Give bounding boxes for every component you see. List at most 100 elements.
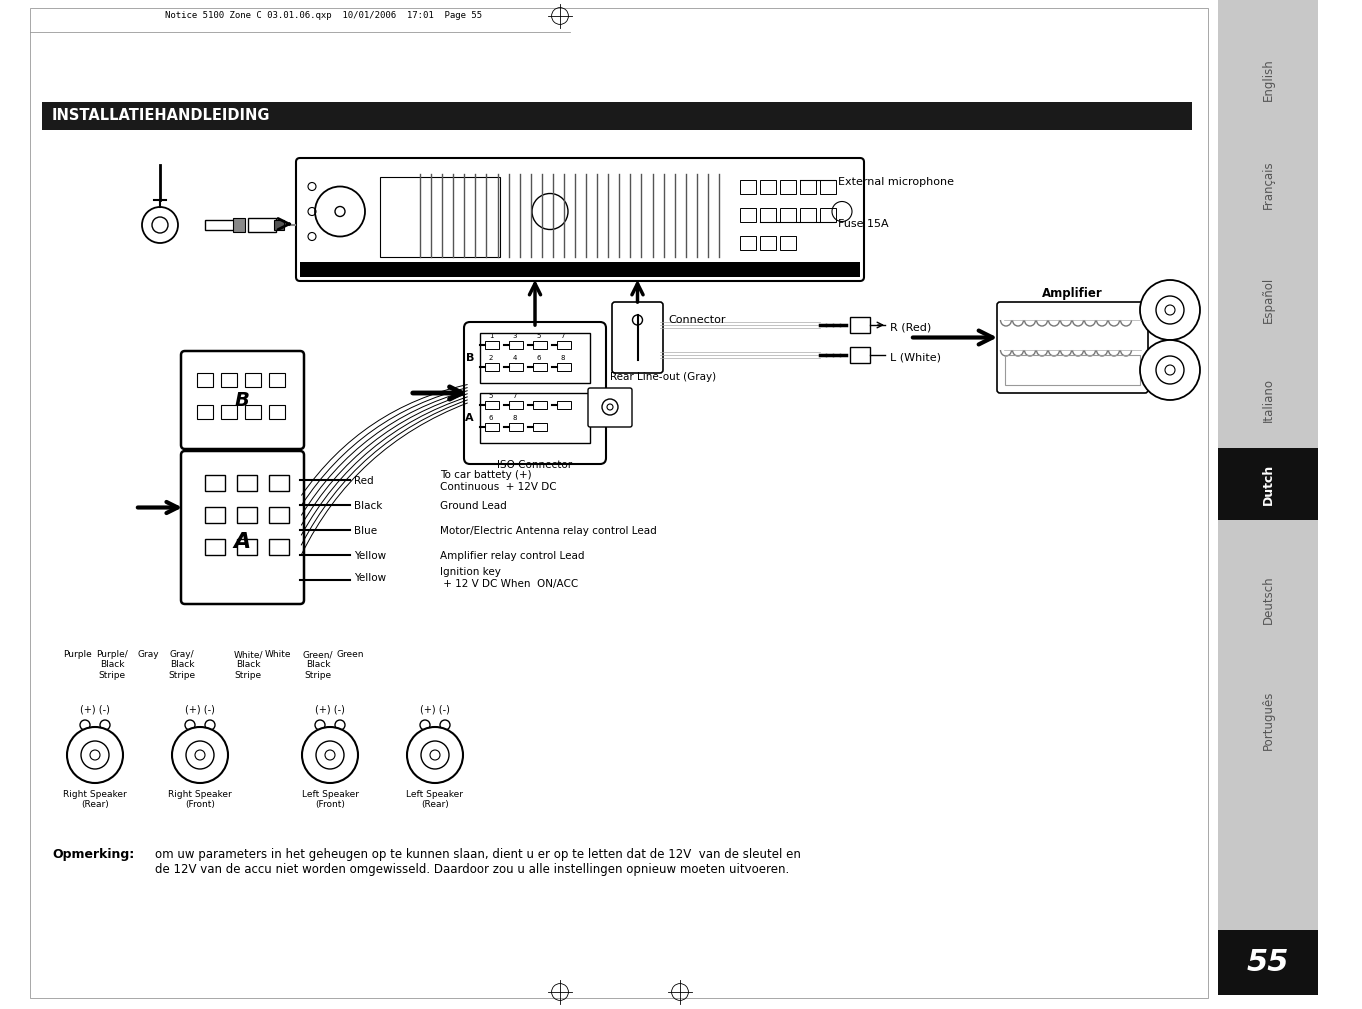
Bar: [533, 363, 548, 371]
Text: Fuse 15A: Fuse 15A: [838, 219, 888, 229]
Text: Purple: Purple: [64, 650, 93, 659]
FancyBboxPatch shape: [997, 302, 1148, 393]
Bar: [270, 373, 285, 387]
Bar: [237, 507, 257, 523]
Bar: [533, 401, 548, 409]
Text: 2: 2: [489, 355, 493, 361]
Bar: [760, 208, 776, 222]
Text: 5: 5: [537, 333, 541, 339]
FancyBboxPatch shape: [464, 322, 606, 464]
Bar: [780, 208, 795, 222]
Text: 4: 4: [513, 355, 518, 361]
Bar: [485, 341, 498, 349]
Bar: [533, 423, 548, 431]
Circle shape: [1140, 340, 1200, 400]
FancyBboxPatch shape: [588, 388, 632, 427]
Text: Right Speaker
(Front): Right Speaker (Front): [168, 790, 232, 809]
Circle shape: [67, 727, 123, 783]
Text: Yellow: Yellow: [354, 573, 385, 583]
Text: Ground Lead: Ground Lead: [440, 501, 507, 511]
Text: Green/
Black
Stripe: Green/ Black Stripe: [302, 650, 334, 680]
Text: Italiano: Italiano: [1261, 378, 1275, 422]
Text: (+) (-): (+) (-): [315, 705, 345, 715]
Text: Deutsch: Deutsch: [1261, 576, 1275, 625]
Text: Left Speaker
(Front): Left Speaker (Front): [301, 790, 358, 809]
Bar: [760, 180, 776, 194]
Circle shape: [1140, 281, 1200, 340]
Text: Português: Português: [1261, 690, 1275, 750]
Bar: [245, 373, 262, 387]
Text: Notice 5100 Zone C 03.01.06.qxp  10/01/2006  17:01  Page 55: Notice 5100 Zone C 03.01.06.qxp 10/01/20…: [165, 11, 482, 20]
Bar: [300, 262, 859, 277]
Text: Ignition key
 + 12 V DC When  ON/ACC: Ignition key + 12 V DC When ON/ACC: [440, 567, 579, 589]
Text: 8: 8: [512, 415, 518, 421]
Text: ISO Connector: ISO Connector: [497, 460, 572, 470]
Bar: [820, 180, 836, 194]
Text: English: English: [1261, 59, 1275, 101]
Bar: [799, 208, 816, 222]
Bar: [237, 539, 257, 555]
Text: External microphone: External microphone: [838, 177, 953, 187]
FancyBboxPatch shape: [612, 302, 663, 373]
Text: 55: 55: [1246, 948, 1290, 977]
Bar: [850, 317, 870, 333]
Text: Blue: Blue: [354, 526, 377, 536]
Text: 6: 6: [537, 355, 541, 361]
Bar: [740, 236, 756, 250]
Text: Black: Black: [354, 501, 383, 511]
Bar: [509, 363, 523, 371]
Bar: [1218, 520, 1318, 930]
Text: B: B: [236, 390, 251, 410]
Bar: [780, 180, 795, 194]
Circle shape: [302, 727, 358, 783]
Bar: [270, 539, 289, 555]
Text: (+) (-): (+) (-): [80, 705, 110, 715]
Text: Dutch: Dutch: [1261, 463, 1275, 504]
Bar: [557, 363, 571, 371]
Text: Amplifier: Amplifier: [1042, 287, 1103, 300]
Bar: [197, 373, 212, 387]
Text: Connector: Connector: [667, 315, 726, 325]
Bar: [479, 333, 590, 383]
Bar: [485, 363, 498, 371]
Bar: [270, 405, 285, 419]
Text: Gray/
Black
Stripe: Gray/ Black Stripe: [169, 650, 196, 680]
FancyBboxPatch shape: [181, 351, 304, 449]
Text: Left Speaker
(Rear): Left Speaker (Rear): [406, 790, 463, 809]
Bar: [557, 341, 571, 349]
Bar: [557, 401, 571, 409]
Bar: [1218, 448, 1318, 520]
Bar: [233, 218, 245, 232]
Text: Right Speaker
(Rear): Right Speaker (Rear): [63, 790, 127, 809]
Bar: [206, 539, 225, 555]
Bar: [206, 475, 225, 491]
Bar: [799, 180, 816, 194]
Bar: [740, 208, 756, 222]
Text: A: A: [466, 413, 474, 423]
Text: 8: 8: [561, 355, 565, 361]
Text: B: B: [466, 353, 474, 363]
Bar: [485, 401, 498, 409]
Bar: [509, 401, 523, 409]
Bar: [206, 507, 225, 523]
Bar: [1218, 930, 1318, 995]
Bar: [1218, 0, 1318, 448]
Bar: [197, 405, 212, 419]
Circle shape: [407, 727, 463, 783]
FancyBboxPatch shape: [181, 451, 304, 604]
Text: Amplifier relay control Lead: Amplifier relay control Lead: [440, 551, 584, 561]
Bar: [850, 347, 870, 363]
Text: Red: Red: [354, 476, 373, 486]
Text: Motor/Electric Antenna relay control Lead: Motor/Electric Antenna relay control Lea…: [440, 526, 656, 536]
Bar: [820, 208, 836, 222]
Bar: [740, 180, 756, 194]
Text: INSTALLATIEHANDLEIDING: INSTALLATIEHANDLEIDING: [52, 109, 271, 123]
Text: 1: 1: [489, 333, 493, 339]
Text: White/
Black
Stripe: White/ Black Stripe: [233, 650, 263, 680]
Text: om uw parameters in het geheugen op te kunnen slaan, dient u er op te letten dat: om uw parameters in het geheugen op te k…: [155, 848, 801, 876]
Bar: [42, 102, 1192, 130]
Text: White: White: [264, 650, 291, 659]
Bar: [533, 341, 548, 349]
Text: Purple/
Black
Stripe: Purple/ Black Stripe: [97, 650, 128, 680]
Text: Français: Français: [1261, 160, 1275, 209]
